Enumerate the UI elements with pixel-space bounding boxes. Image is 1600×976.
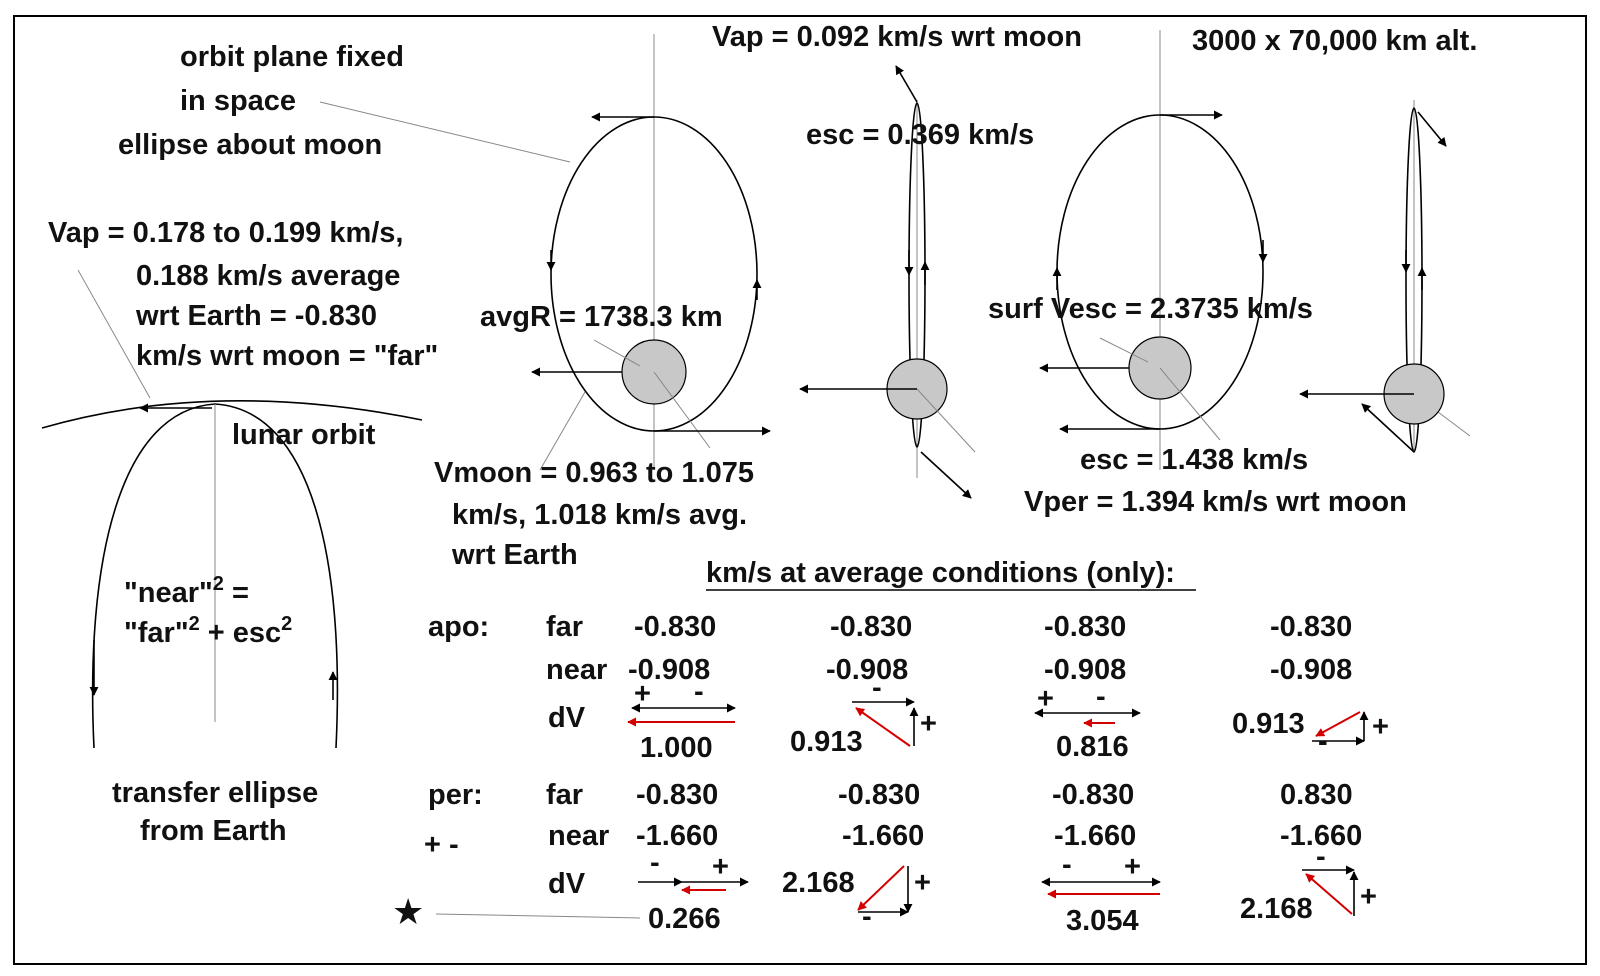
apo-near-1: -0.908	[628, 654, 710, 686]
apo-far-1: -0.830	[634, 611, 716, 643]
label-apo-far: far	[546, 611, 583, 643]
per-dv-3: 3.054	[1066, 905, 1139, 937]
per-dv-2: 2.168	[782, 867, 855, 899]
svg-text:-: -	[1062, 849, 1072, 881]
per-far-1: -0.830	[636, 779, 718, 811]
svg-text:-: -	[872, 672, 882, 704]
label-vap-left-2: 0.188 km/s average	[136, 260, 400, 292]
dv-vector-apo-4: - +	[1312, 711, 1389, 758]
per-near-1: -1.660	[636, 820, 718, 852]
per-near-3: -1.660	[1054, 820, 1136, 852]
svg-text:-: -	[694, 676, 704, 708]
per-far-2: -0.830	[838, 779, 920, 811]
apo-dv-4: 0.913	[1232, 708, 1305, 740]
label-apo-near: near	[546, 654, 607, 686]
svg-text:-: -	[862, 901, 872, 933]
label-vmoon-1: Vmoon = 0.963 to 1.075	[434, 457, 754, 489]
label-per: per:	[428, 779, 483, 811]
apo-near-2: -0.908	[826, 654, 908, 686]
per-dv-1: 0.266	[648, 903, 721, 935]
label-esc-top: esc = 0.369 km/s	[806, 119, 1034, 151]
label-near-eq-1: "near"2 =	[124, 573, 249, 609]
svg-text:+: +	[1124, 851, 1141, 883]
label-esc-bottom: esc = 1.438 km/s	[1080, 444, 1308, 476]
apo-far-4: -0.830	[1270, 611, 1352, 643]
label-orbit-plane-2: in space	[180, 85, 296, 117]
label-per-near: near	[548, 820, 609, 852]
apo-dv-3: 0.816	[1056, 731, 1129, 763]
label-vmoon-2: km/s, 1.018 km/s avg.	[452, 499, 747, 531]
label-lunar-orbit: lunar orbit	[232, 419, 376, 451]
svg-text:+: +	[914, 867, 931, 899]
apo-far-2: -0.830	[830, 611, 912, 643]
label-vap-left-1: Vap = 0.178 to 0.199 km/s,	[48, 217, 403, 249]
dv-vector-per-2: - +	[857, 865, 931, 933]
label-apo-dv: dV	[548, 702, 586, 734]
label-vmoon-3: wrt Earth	[451, 539, 578, 571]
svg-text:+: +	[920, 708, 937, 740]
dv-vector-per-4: - +	[1302, 841, 1377, 916]
label-vper: Vper = 1.394 km/s wrt moon	[1024, 486, 1407, 518]
orbit-diagram-4	[1299, 100, 1471, 453]
star-leader-line	[435, 913, 641, 919]
label-vap-left-4: km/s wrt moon = "far"	[136, 340, 438, 372]
table-title: km/s at average conditions (only):	[706, 557, 1175, 589]
per-near-4: -1.660	[1280, 820, 1362, 852]
dv-vector-per-3: - +	[1041, 849, 1161, 899]
apo-dv-1: 1.000	[640, 732, 713, 764]
dv-vector-apo-3: + -	[1034, 681, 1141, 728]
apo-far-3: -0.830	[1044, 611, 1126, 643]
lunar-orbit-arc	[41, 400, 423, 429]
label-near-eq-2: "far"2 + esc2	[124, 613, 292, 649]
label-per-sign: + -	[424, 829, 459, 861]
svg-text:-: -	[650, 847, 660, 879]
transfer-ellipse-group	[41, 269, 423, 749]
svg-text:-: -	[1096, 681, 1106, 713]
svg-text:+: +	[1037, 683, 1054, 715]
figure-border	[13, 15, 1587, 965]
svg-text:-: -	[1316, 841, 1326, 873]
label-per-dv: dV	[548, 868, 586, 900]
apo-near-3: -0.908	[1044, 654, 1126, 686]
label-alt-top: 3000 x 70,000 km alt.	[1192, 25, 1477, 57]
vap-leader-line	[77, 269, 151, 399]
label-apo: apo:	[428, 611, 489, 643]
orbit-diagram-2	[799, 65, 976, 499]
label-orbit-plane-1: orbit plane fixed	[180, 41, 404, 73]
apo-dv-2: 0.913	[790, 726, 863, 758]
label-transfer-1: transfer ellipse	[112, 777, 318, 809]
svg-text:-: -	[1318, 726, 1328, 758]
dv-vector-apo-2: - +	[852, 672, 937, 747]
label-avgR: avgR = 1738.3 km	[480, 301, 723, 333]
svg-text:+: +	[1360, 881, 1377, 913]
star-icon: ★	[392, 891, 424, 932]
label-transfer-2: from Earth	[140, 815, 287, 847]
dv-vector-per-1: - +	[638, 847, 749, 895]
per-far-3: -0.830	[1052, 779, 1134, 811]
label-orbit-plane-3: ellipse about moon	[118, 129, 382, 161]
label-vap-top: Vap = 0.092 km/s wrt moon	[712, 21, 1082, 53]
orbit-diagram-3	[1039, 30, 1268, 470]
per-dv-4: 2.168	[1240, 893, 1313, 925]
per-far-4: 0.830	[1280, 779, 1353, 811]
dv-vector-apo-1: + -	[627, 676, 736, 727]
apo-near-4: -0.908	[1270, 654, 1352, 686]
label-per-far: far	[546, 779, 583, 811]
svg-text:+: +	[634, 678, 651, 710]
svg-text:+: +	[712, 851, 729, 883]
svg-text:+: +	[1372, 711, 1389, 743]
per-near-2: -1.660	[842, 820, 924, 852]
label-vap-left-3: wrt Earth = -0.830	[135, 300, 377, 332]
orbit-diagram-1	[531, 34, 771, 471]
label-surf-vesc: surf Vesc = 2.3735 km/s	[988, 293, 1313, 325]
orbit-plane-leader	[319, 101, 571, 163]
